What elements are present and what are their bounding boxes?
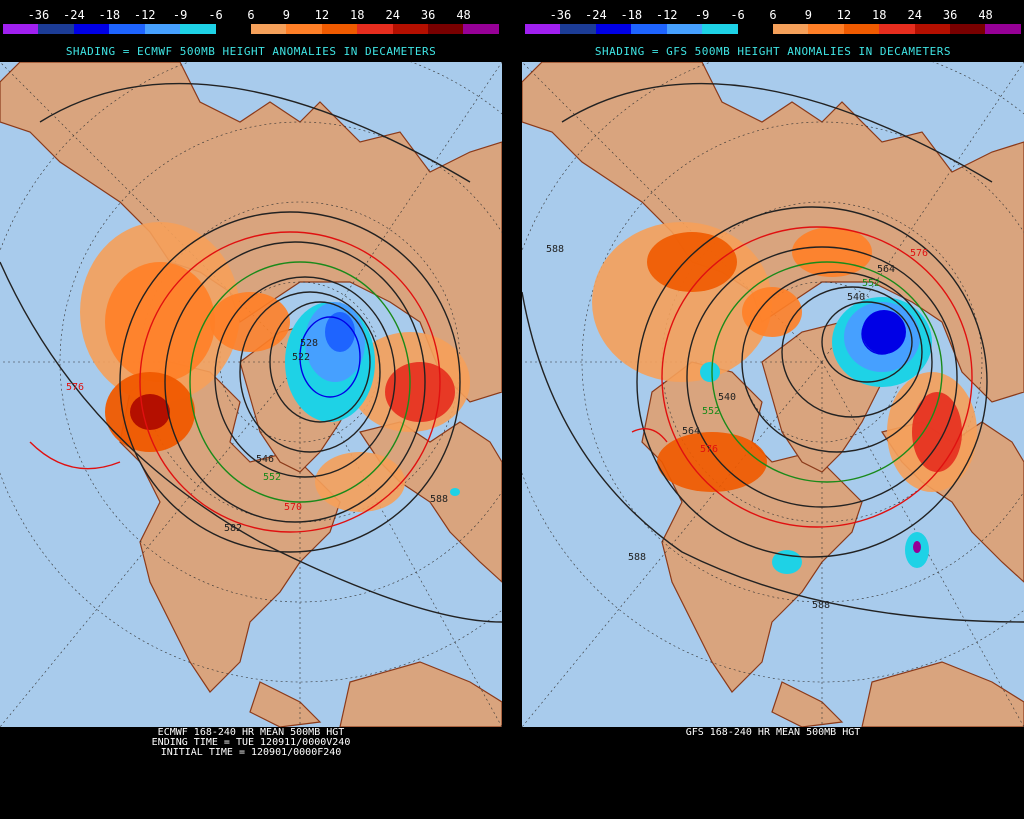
shading-title: SHADING = ECMWF 500MB HEIGHT ANOMALIES I… bbox=[65, 45, 437, 58]
scale-label: -36 bbox=[549, 8, 572, 22]
scale-swatch bbox=[215, 24, 251, 34]
map-caption: GFS 168-240 HR MEAN 500MB HGT bbox=[522, 728, 1024, 738]
scale-swatch bbox=[985, 24, 1021, 34]
scale-swatch bbox=[950, 24, 986, 34]
caption-line: INITIAL TIME = 120901/0000F240 bbox=[160, 747, 342, 758]
contour-label: 570 bbox=[284, 502, 302, 513]
scale-swatch bbox=[808, 24, 844, 34]
scale-label: -24 bbox=[63, 8, 85, 22]
contour-labels: 576 522 528 546 552 570 582 588 bbox=[66, 338, 448, 534]
scale-label: -9 bbox=[172, 8, 188, 22]
scale-label: 6 bbox=[247, 8, 255, 22]
scale-swatch bbox=[595, 24, 632, 34]
scale-swatch bbox=[321, 24, 358, 34]
scale-label: -9 bbox=[694, 8, 710, 22]
contour-label: 546 bbox=[256, 454, 274, 465]
scale-label: 48 bbox=[978, 8, 993, 22]
height-contours bbox=[522, 82, 1024, 623]
scale-swatch bbox=[109, 24, 145, 34]
scale-label: -18 bbox=[620, 8, 643, 22]
contour-label: 552 bbox=[702, 406, 720, 417]
scale-label: 24 bbox=[385, 8, 400, 22]
scale-label: 12 bbox=[836, 8, 852, 22]
caption-line: ECMWF 168-240 HR MEAN 500MB HGT bbox=[157, 727, 345, 738]
contour-label: 540 bbox=[718, 392, 736, 403]
scale-swatch bbox=[250, 24, 287, 34]
contour-label: 564 bbox=[877, 264, 895, 275]
scale-label: -12 bbox=[655, 8, 678, 22]
shading-title: SHADING = GFS 500MB HEIGHT ANOMALIES IN … bbox=[594, 45, 952, 58]
scale-label: 18 bbox=[350, 8, 365, 22]
anomaly-color-scale bbox=[525, 24, 1021, 34]
height-contours bbox=[0, 82, 502, 623]
scale-swatch bbox=[73, 24, 110, 34]
scale-swatch bbox=[525, 24, 561, 34]
anomaly-scale-labels: -36 -24 -18 -12 -9 -6 6 9 12 18 24 36 48 bbox=[0, 8, 502, 22]
contour-label: 528 bbox=[300, 338, 318, 349]
contour-label: 588 bbox=[546, 244, 564, 255]
scale-swatch bbox=[180, 24, 216, 34]
contour-label: 552 bbox=[263, 472, 281, 483]
scale-swatch bbox=[772, 24, 809, 34]
contour-labels: 588 576 564 552 540 540 552 564 576 588 … bbox=[546, 244, 928, 611]
ecmwf-panel: -36 -24 -18 -12 -9 -6 6 9 12 18 24 36 48 SHADING = E… bbox=[0, 0, 502, 819]
scale-swatch bbox=[428, 24, 464, 34]
gfs-panel: -36 -24 -18 -12 -9 -6 6 9 12 18 24 36 48 SHADING = G… bbox=[522, 0, 1024, 819]
scale-swatch bbox=[144, 24, 181, 34]
scale-label: 9 bbox=[282, 8, 291, 22]
contour-label: 582 bbox=[224, 523, 242, 534]
scale-swatch bbox=[3, 24, 39, 34]
panel-divider bbox=[502, 0, 522, 819]
contour-label: 588 bbox=[812, 600, 830, 611]
scale-label: -36 bbox=[27, 8, 50, 22]
contour-label: 564 bbox=[682, 426, 700, 437]
caption-line: ENDING TIME = TUE 120911/0000V240 bbox=[151, 737, 351, 748]
anomaly-scale-labels: -36 -24 -18 -12 -9 -6 6 9 12 18 24 36 48 bbox=[522, 8, 1024, 22]
scale-label: 6 bbox=[769, 8, 777, 22]
contour-label: 522 bbox=[292, 352, 310, 363]
scale-swatch bbox=[914, 24, 951, 34]
scale-label: 36 bbox=[420, 8, 436, 22]
scale-label: 18 bbox=[872, 8, 887, 22]
contour-label: 540 bbox=[847, 292, 865, 303]
contour-label: 588 bbox=[430, 494, 448, 505]
contour-label: 576 bbox=[66, 382, 84, 393]
scale-swatch bbox=[357, 24, 393, 34]
gfs-map: 588 576 564 552 540 540 552 564 576 588 … bbox=[522, 62, 1024, 727]
caption-line: GFS 168-240 HR MEAN 500MB HGT bbox=[685, 727, 861, 738]
scale-swatch bbox=[286, 24, 322, 34]
map-caption: ECMWF 168-240 HR MEAN 500MB HGT ENDING TI… bbox=[0, 728, 502, 758]
contour-label: 552 bbox=[862, 278, 880, 289]
polar-map-svg: 576 522 528 546 552 570 582 588 bbox=[0, 62, 502, 727]
scale-label: 9 bbox=[804, 8, 813, 22]
scale-swatch bbox=[737, 24, 773, 34]
scale-label: 12 bbox=[314, 8, 330, 22]
scale-label: -24 bbox=[585, 8, 607, 22]
scale-swatch bbox=[560, 24, 596, 34]
ecmwf-map: 576 522 528 546 552 570 582 588 bbox=[0, 62, 502, 727]
scale-swatch bbox=[631, 24, 667, 34]
scale-swatch bbox=[392, 24, 429, 34]
contour-label: 588 bbox=[628, 552, 646, 563]
scale-label: 48 bbox=[456, 8, 471, 22]
scale-swatch bbox=[666, 24, 703, 34]
scale-swatch bbox=[38, 24, 74, 34]
anomaly-color-scale bbox=[3, 24, 499, 34]
scale-label: 36 bbox=[942, 8, 958, 22]
polar-map-svg: 588 576 564 552 540 540 552 564 576 588 … bbox=[522, 62, 1024, 727]
contour-label: 576 bbox=[700, 444, 718, 455]
contour-label: 576 bbox=[910, 248, 928, 259]
scale-label: -6 bbox=[730, 8, 745, 22]
scale-swatch bbox=[702, 24, 738, 34]
scale-swatch bbox=[463, 24, 499, 34]
scale-swatch bbox=[879, 24, 915, 34]
scale-swatch bbox=[843, 24, 880, 34]
scale-label: 24 bbox=[907, 8, 922, 22]
scale-label: -18 bbox=[98, 8, 121, 22]
scale-label: -12 bbox=[133, 8, 156, 22]
scale-label: -6 bbox=[208, 8, 223, 22]
